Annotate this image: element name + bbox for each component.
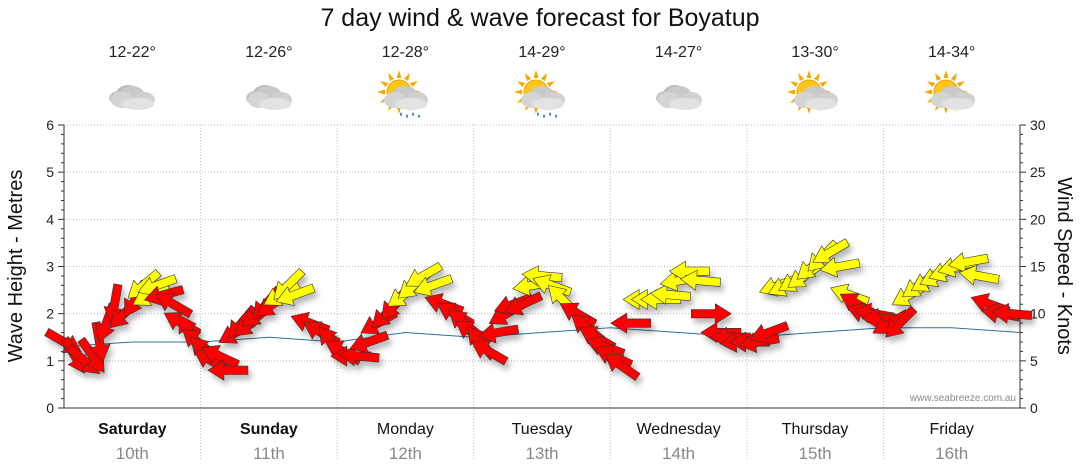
wind-arrow-29: [275, 283, 316, 306]
right-tick-label-4: 20: [1030, 211, 1046, 227]
day-name-3: Tuesday: [511, 421, 573, 438]
wind-arrow-93: [885, 305, 918, 338]
right-axis-title: Wind Speed - Knots: [1053, 177, 1075, 355]
day-name-0: Saturday: [98, 421, 167, 438]
left-tick-label-4: 4: [46, 211, 54, 227]
wind-arrow-64: [610, 312, 652, 334]
axes: 0 1 2 3 4 5 6 0 5 10 15 20 25 30: [46, 117, 1046, 416]
temp-range-6: 14-34°: [928, 44, 976, 61]
temp-range-3: 14-29°: [518, 44, 566, 61]
cloudy-icon: [201, 66, 337, 126]
wind-arrows: [44, 238, 1033, 381]
wind-arrow-78: [749, 321, 790, 344]
day-name-5: Thursday: [781, 421, 849, 438]
temp-range-5: 13-30°: [791, 44, 839, 61]
left-tick-label-1: 1: [46, 353, 54, 369]
wind-arrow-72: [690, 303, 732, 325]
right-tick-label-2: 10: [1030, 306, 1046, 322]
day-date-0: 10th: [115, 444, 149, 463]
day-name-2: Monday: [376, 421, 434, 438]
wind-arrow-19: [201, 345, 240, 369]
wind-arrow-77: [739, 332, 780, 353]
sun-cloud-rain-icon: [337, 66, 473, 126]
wind-arrow-13: [155, 293, 194, 319]
day-date-5: 15th: [798, 444, 832, 463]
left-tick-label-5: 5: [46, 164, 54, 180]
sun-cloud-icon: [884, 66, 1020, 126]
wind-arrow-104: [991, 303, 1033, 324]
temp-range-4: 14-27°: [654, 44, 703, 61]
wind-arrow-43: [413, 274, 454, 297]
day-date-2: 12th: [388, 444, 422, 463]
left-tick-label-6: 6: [46, 117, 54, 133]
sun-cloud-rain-icon: [474, 66, 610, 126]
temp-range-0: 12-22°: [108, 44, 156, 61]
chart-title: 7 day wind & wave forecast for Boyatup: [320, 4, 760, 32]
day-date-4: 14th: [662, 444, 696, 463]
wind-arrow-49: [471, 340, 509, 366]
wind-arrow-53: [504, 291, 544, 316]
right-tick-label-1: 5: [1030, 353, 1038, 369]
watermark: www.seabreeze.com.au: [909, 393, 1016, 404]
wind-arrow-71: [680, 269, 721, 291]
cloudy-icon: [611, 66, 747, 126]
wind-arrow-86: [819, 257, 861, 278]
sun-cloud-icon: [747, 66, 883, 126]
day-name-6: Friday: [929, 421, 974, 438]
right-tick-label-5: 25: [1030, 164, 1046, 180]
day-date-3: 13th: [525, 444, 559, 463]
temp-range-1: 12-26°: [245, 44, 293, 61]
day-name-1: Sunday: [239, 421, 298, 438]
right-tick-label-0: 0: [1030, 400, 1038, 416]
right-tick-label-3: 15: [1030, 259, 1046, 275]
grid-lines: [64, 124, 1020, 460]
left-axis-title: Wave Height - Metres: [5, 170, 27, 363]
temp-range-2: 12-28°: [381, 44, 430, 61]
right-tick-label-6: 30: [1030, 117, 1046, 133]
wind-arrow-36: [349, 330, 390, 354]
day-date-1: 11th: [252, 444, 285, 463]
wind-arrow-101: [959, 265, 1000, 286]
cloudy-icon: [64, 66, 200, 126]
day-date-6: 16th: [935, 444, 969, 463]
wind-arrow-63: [604, 353, 641, 381]
day-name-4: Wednesday: [636, 421, 721, 438]
wind-arrow-50: [478, 323, 520, 344]
wind-arrow-20: [207, 359, 249, 381]
left-tick-label-2: 2: [46, 306, 54, 322]
left-tick-label-0: 0: [46, 400, 54, 416]
left-tick-label-3: 3: [46, 259, 54, 275]
